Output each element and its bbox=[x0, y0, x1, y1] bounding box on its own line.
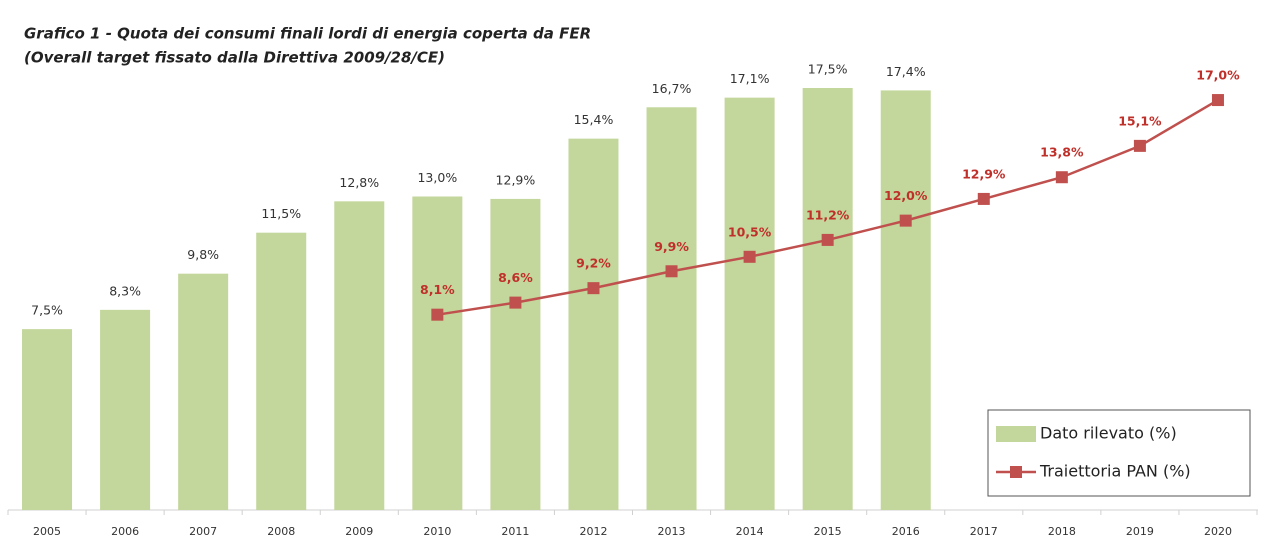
line-marker bbox=[821, 233, 834, 246]
bar bbox=[256, 232, 307, 510]
x-tick-label: 2015 bbox=[814, 525, 842, 538]
bar-label: 9,8% bbox=[187, 247, 219, 262]
bar-label: 12,9% bbox=[496, 172, 536, 187]
line-label: 9,9% bbox=[654, 239, 689, 254]
x-tick-label: 2009 bbox=[345, 525, 373, 538]
x-tick-label: 2011 bbox=[501, 525, 529, 538]
line-marker bbox=[1211, 94, 1224, 107]
line-marker bbox=[509, 296, 522, 309]
legend-swatch bbox=[1010, 466, 1022, 478]
line-label: 12,0% bbox=[884, 188, 928, 203]
legend-label: Traiettoria PAN (%) bbox=[1039, 462, 1191, 481]
line-marker bbox=[587, 282, 600, 295]
bar bbox=[178, 273, 229, 510]
bar bbox=[646, 107, 697, 510]
bar-label: 15,4% bbox=[574, 112, 614, 127]
x-tick-label: 2018 bbox=[1048, 525, 1076, 538]
line-marker bbox=[665, 265, 678, 278]
chart-subtitle: (Overall target fissato dalla Direttiva … bbox=[24, 49, 445, 67]
bar bbox=[880, 90, 931, 510]
bar bbox=[334, 201, 385, 510]
line-label: 17,0% bbox=[1196, 68, 1240, 83]
bar bbox=[490, 198, 541, 510]
line-marker bbox=[899, 214, 912, 227]
bar-label: 12,8% bbox=[339, 175, 379, 190]
bar bbox=[724, 97, 775, 510]
bar-label: 16,7% bbox=[652, 81, 692, 96]
x-tick-label: 2008 bbox=[267, 525, 295, 538]
chart-title: Grafico 1 - Quota dei consumi finali lor… bbox=[24, 25, 591, 43]
line-label: 11,2% bbox=[806, 207, 850, 222]
line-marker bbox=[977, 192, 990, 205]
line-label: 15,1% bbox=[1118, 113, 1162, 128]
bar-label: 17,4% bbox=[886, 64, 926, 79]
bar-label: 17,1% bbox=[730, 71, 770, 86]
bar bbox=[802, 88, 853, 510]
x-tick-label: 2010 bbox=[423, 525, 451, 538]
bar bbox=[22, 329, 73, 510]
bar bbox=[412, 196, 463, 510]
bar-label: 7,5% bbox=[31, 303, 63, 318]
x-tick-label: 2014 bbox=[736, 525, 764, 538]
bar-label: 8,3% bbox=[109, 283, 141, 298]
line-marker bbox=[743, 250, 756, 263]
x-tick-label: 2019 bbox=[1126, 525, 1154, 538]
line-label: 8,1% bbox=[420, 282, 455, 297]
line-marker bbox=[431, 308, 444, 321]
legend-label: Dato rilevato (%) bbox=[1040, 424, 1177, 443]
legend-swatch bbox=[996, 426, 1036, 442]
bar-label: 13,0% bbox=[417, 170, 457, 185]
line-marker bbox=[1133, 139, 1146, 152]
x-tick-label: 2005 bbox=[33, 525, 61, 538]
x-tick-label: 2007 bbox=[189, 525, 217, 538]
x-tick-label: 2017 bbox=[970, 525, 998, 538]
x-tick-label: 2006 bbox=[111, 525, 139, 538]
x-tick-label: 2016 bbox=[892, 525, 920, 538]
x-tick-label: 2013 bbox=[658, 525, 686, 538]
x-tick-label: 2012 bbox=[579, 525, 607, 538]
bar bbox=[568, 138, 619, 510]
legend-box bbox=[987, 409, 1251, 497]
line-label: 13,8% bbox=[1040, 145, 1084, 160]
bar-label: 11,5% bbox=[261, 206, 301, 221]
line-label: 9,2% bbox=[576, 256, 611, 271]
line-marker bbox=[1055, 171, 1068, 184]
bar bbox=[100, 309, 151, 510]
line-label: 8,6% bbox=[498, 270, 533, 285]
line-label: 10,5% bbox=[728, 224, 772, 239]
line-label: 12,9% bbox=[962, 166, 1006, 181]
bar-label: 17,5% bbox=[808, 62, 848, 77]
x-tick-label: 2020 bbox=[1204, 525, 1232, 538]
